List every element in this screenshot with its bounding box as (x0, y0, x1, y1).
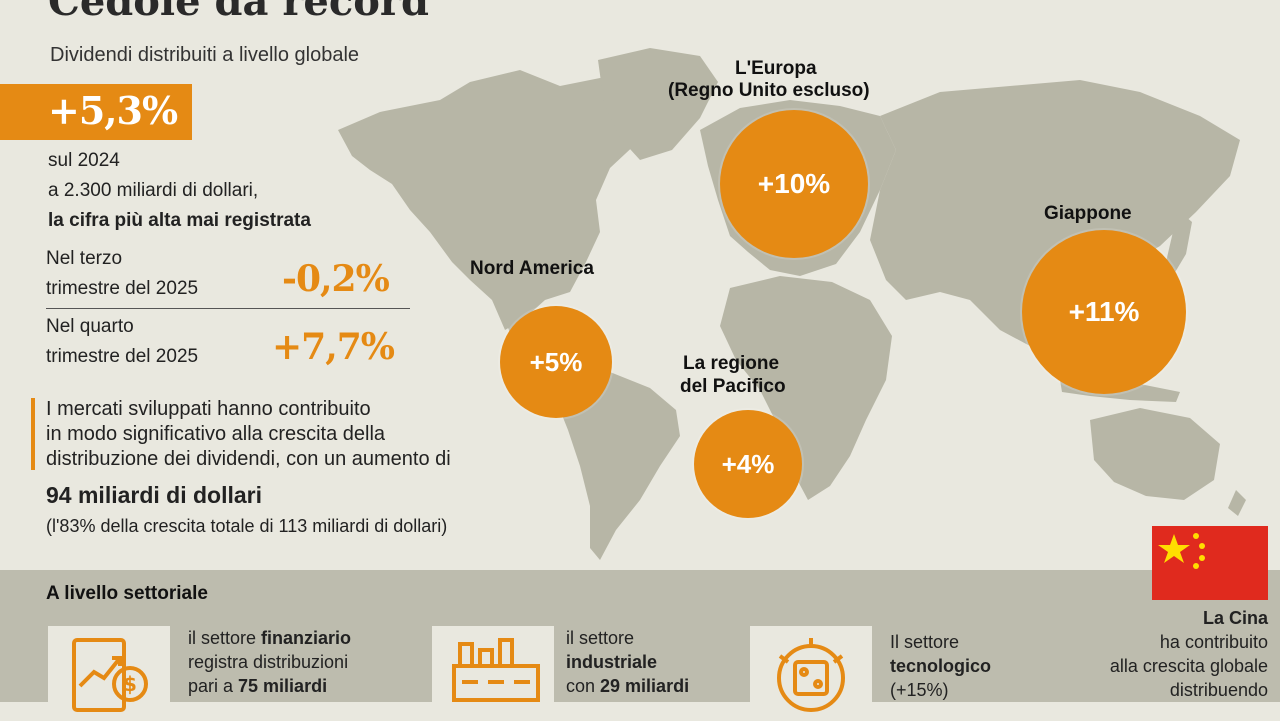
china-title: La Cina (1202, 608, 1268, 628)
map-new-zealand (1228, 490, 1246, 516)
china-text: La Cina ha contribuito alla crescita glo… (1040, 606, 1268, 702)
growth-badge: +5,3% (0, 84, 192, 140)
china-line-2: ha contribuito (1159, 632, 1268, 652)
sector-finance-text: il settore finanziario registra distribu… (188, 626, 351, 698)
sector-title: A livello settoriale (46, 583, 208, 604)
quarter-4-value: +7,7% (272, 326, 395, 368)
summary-line-1: sul 2024 (48, 150, 120, 171)
svg-text:$: $ (123, 672, 137, 696)
sector-industrial-l2: industriale (566, 652, 658, 672)
quarter-divider (46, 308, 410, 309)
region-label-europe: L'Europa (735, 58, 817, 79)
sector-finance-icon-box: $ (48, 626, 170, 716)
region-label-japan: Giappone (1044, 203, 1132, 224)
map-greenland (598, 48, 718, 160)
sector-industrial-icon-box (432, 626, 554, 716)
sector-industrial-l1: il settore (566, 628, 635, 648)
page-title: Cedole da record (48, 0, 429, 25)
summary-line-2: a 2.300 miliardi di dollari, (48, 180, 259, 201)
sector-tech-l3: (+15%) (890, 680, 949, 700)
markets-highlight: 94 miliardi di dollari (46, 482, 263, 508)
region-circle-europe: +10% (720, 110, 868, 258)
map-japan (1166, 210, 1192, 274)
tech-chip-icon (777, 638, 845, 712)
quarter-3-label-2: trimestre del 2025 (46, 278, 199, 299)
growth-badge-value: +5,3% (48, 88, 178, 133)
quarter-3-label-1: Nel terzo (46, 248, 123, 269)
sector-industrial-text: il settore industriale con 29 miliardi (566, 626, 689, 698)
sector-finance-l1-bold: finanziario (261, 628, 352, 648)
markets-line-2: in modo significativo alla crescita dell… (46, 423, 386, 445)
quarter-4-label-1: Nel quarto (46, 316, 134, 337)
sector-industrial-l3-bold: 29 miliardi (600, 676, 690, 696)
markets-line-1: I mercati sviluppati hanno contribuito (46, 398, 371, 420)
china-flag-stars-icon (1158, 533, 1205, 569)
region-circle-japan: +11% (1022, 230, 1186, 394)
map-africa (720, 276, 892, 500)
sector-finance-l3-bold: 75 miliardi (238, 676, 328, 696)
finance-chart-icon: $ (72, 638, 148, 712)
map-asia (870, 80, 1240, 346)
sector-finance-l2: registra distribuzioni (188, 652, 349, 672)
region-label-pacific-2: del Pacifico (680, 376, 786, 397)
region-circle-pacific: +4% (694, 410, 802, 518)
map-south-america (556, 366, 680, 560)
region-label-north-america: Nord America (470, 258, 594, 279)
sector-industrial-l3: con (566, 676, 601, 696)
markets-note: (l'83% della crescita totale di 113 mili… (46, 516, 448, 536)
map-north-america (338, 70, 660, 330)
china-flag (1152, 526, 1268, 600)
sector-finance-l3: pari a (188, 676, 239, 696)
sector-tech-text: Il settore tecnologico (+15%) (890, 630, 991, 702)
region-label-europe-note: (Regno Unito escluso) (668, 80, 870, 101)
quarter-4-label-2: trimestre del 2025 (46, 346, 199, 367)
region-circle-north-america: +5% (500, 306, 612, 418)
sector-tech-l2: tecnologico (890, 656, 992, 676)
summary-line-3: la cifra più alta mai registrata (48, 210, 311, 231)
quarter-3-value: -0,2% (282, 258, 390, 300)
china-line-3: alla crescita globale (1109, 656, 1268, 676)
page-subtitle: Dividendi distribuiti a livello globale (50, 44, 360, 66)
sector-finance-l1: il settore (188, 628, 262, 648)
china-line-4: distribuendo (1169, 680, 1268, 700)
markets-line-3: distribuzione dei dividendi, con un aume… (46, 448, 451, 470)
region-label-pacific-1: La regione (683, 353, 780, 374)
markets-accent-bar (31, 398, 35, 470)
map-australia (1090, 408, 1220, 500)
sector-tech-icon-box (750, 626, 872, 716)
sector-band (0, 570, 1280, 702)
sector-tech-l1: Il settore (890, 632, 960, 652)
factory-icon (452, 638, 540, 702)
